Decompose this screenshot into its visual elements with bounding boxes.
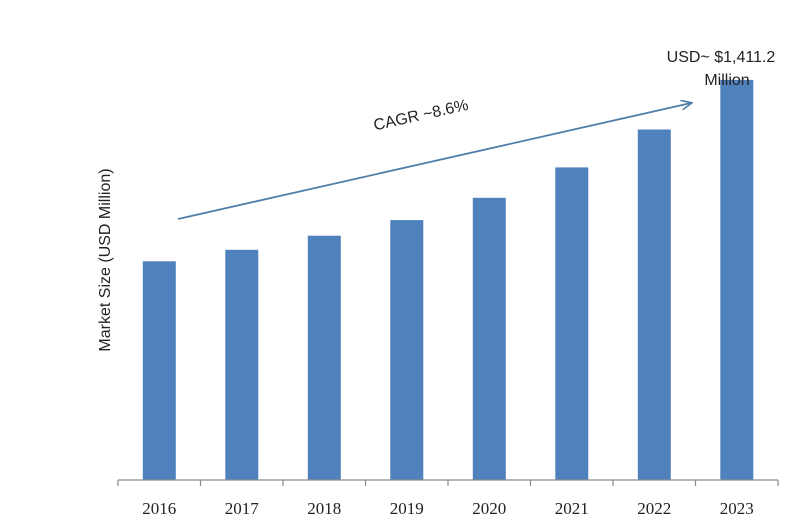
last-bar-value-label-line2: Million <box>704 72 749 89</box>
bars-layer <box>142 79 754 481</box>
x-tick-label-2019: 2019 <box>390 499 424 518</box>
x-tick-label-2023: 2023 <box>720 499 754 518</box>
cagr-annotation: CAGR ~8.6% <box>372 97 470 134</box>
bar-2020 <box>472 197 506 481</box>
x-tick-label-2016: 2016 <box>142 499 176 518</box>
bar-2016 <box>142 261 176 480</box>
cagr-trend-arrow <box>177 103 691 220</box>
bar-2022 <box>637 129 671 480</box>
x-tick-label-2022: 2022 <box>637 499 671 518</box>
bar-2021 <box>555 167 589 480</box>
x-tick-label-2021: 2021 <box>555 499 589 518</box>
last-bar-value-label-line1: USD~ $1,411.2 <box>667 49 776 66</box>
bar-2023 <box>720 79 754 481</box>
x-axis-tick-labels: 2016 2017 2018 2019 2020 2021 2022 2023 <box>142 499 754 518</box>
x-axis-ticks <box>117 480 779 486</box>
bar-2017 <box>225 249 259 480</box>
x-tick-label-2018: 2018 <box>307 499 341 518</box>
bar-2019 <box>390 220 424 480</box>
bar-2018 <box>307 235 341 480</box>
x-tick-label-2020: 2020 <box>472 499 506 518</box>
y-axis-title: Market Size (USD Million) <box>97 168 114 351</box>
x-tick-label-2017: 2017 <box>225 499 260 518</box>
